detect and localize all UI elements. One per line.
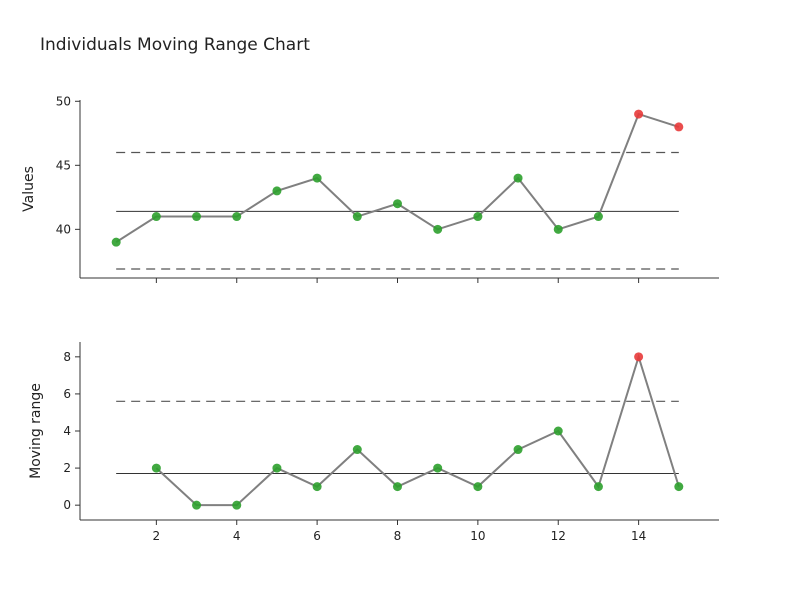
values-y-tick-label: 40 bbox=[56, 222, 71, 236]
moving-range-data-point bbox=[312, 482, 322, 492]
moving-range-y-tick-label: 8 bbox=[63, 350, 71, 364]
values-data-point bbox=[473, 212, 483, 222]
values-data-point bbox=[312, 173, 322, 183]
moving-range-x-tick-label: 14 bbox=[631, 529, 646, 543]
moving-range-x-tick-label: 12 bbox=[551, 529, 566, 543]
moving-range-data-point bbox=[473, 482, 483, 492]
moving-range-data-point bbox=[192, 500, 202, 510]
moving-range-data-point bbox=[232, 500, 242, 510]
moving-range-y-tick-label: 6 bbox=[63, 387, 71, 401]
moving-range-x-tick-label: 6 bbox=[313, 529, 321, 543]
values-y-tick-label: 50 bbox=[56, 94, 71, 108]
moving-range-data-point bbox=[674, 482, 684, 492]
values-data-point bbox=[392, 199, 402, 209]
moving-range-out-of-control-point bbox=[634, 352, 644, 362]
moving-range-panel: 0 2 4 6 8 2 4 6 8 10 12 14 Moving range bbox=[28, 342, 719, 543]
moving-range-data-point bbox=[392, 482, 402, 492]
moving-range-series-line bbox=[155, 353, 680, 507]
values-y-axis-title: Values bbox=[21, 166, 37, 212]
moving-range-data-point bbox=[553, 426, 563, 436]
moving-range-x-tick-label: 2 bbox=[153, 529, 161, 543]
values-data-point bbox=[192, 212, 202, 222]
moving-range-data-point bbox=[272, 463, 282, 473]
values-data-point bbox=[272, 186, 282, 196]
moving-range-y-tick-label: 2 bbox=[63, 461, 71, 475]
moving-range-data-point bbox=[593, 482, 603, 492]
moving-range-y-tick-label: 4 bbox=[63, 424, 71, 438]
moving-range-y-tick-label: 0 bbox=[63, 498, 71, 512]
chart-title: Individuals Moving Range Chart bbox=[40, 35, 310, 55]
moving-range-data-point bbox=[433, 463, 443, 473]
moving-range-data-point bbox=[513, 445, 523, 455]
values-data-point bbox=[553, 224, 563, 234]
values-series-line bbox=[115, 112, 680, 243]
values-data-point bbox=[352, 212, 362, 222]
values-panel: 40 45 50 Values bbox=[21, 94, 719, 283]
moving-range-data-point bbox=[352, 445, 362, 455]
values-data-point bbox=[593, 212, 603, 222]
values-out-of-control-point bbox=[674, 122, 684, 132]
moving-range-y-axis-title: Moving range bbox=[28, 383, 44, 479]
moving-range-x-tick-label: 4 bbox=[233, 529, 241, 543]
values-data-point bbox=[111, 237, 121, 247]
values-y-tick-label: 45 bbox=[56, 158, 71, 172]
values-data-point bbox=[513, 173, 523, 183]
moving-range-data-point bbox=[151, 463, 161, 473]
values-data-point bbox=[232, 212, 242, 222]
moving-range-x-tick-label: 8 bbox=[394, 529, 402, 543]
values-data-point bbox=[151, 212, 161, 222]
moving-range-x-tick-label: 10 bbox=[470, 529, 485, 543]
values-out-of-control-point bbox=[634, 109, 644, 119]
values-data-point bbox=[433, 224, 443, 234]
